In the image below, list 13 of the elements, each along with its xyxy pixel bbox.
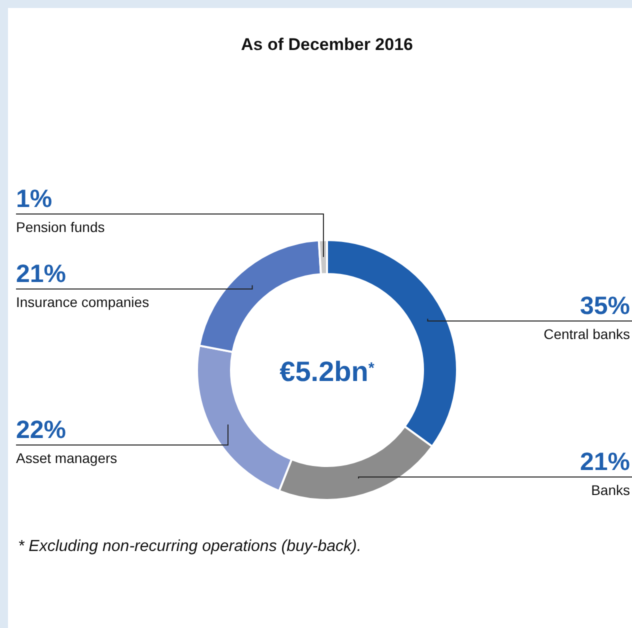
slice-label: Pension funds <box>16 219 105 235</box>
data-label: 1% <box>16 185 52 213</box>
slice-label: Central banks <box>544 326 630 342</box>
slice-label: Asset managers <box>16 450 118 466</box>
data-label: 21% <box>580 448 630 476</box>
slice-label: Banks <box>591 482 630 498</box>
data-label: 21% <box>16 260 66 288</box>
chart-title: As of December 2016 <box>241 35 413 54</box>
data-label: 22% <box>16 416 66 444</box>
text: €5.2bn$^{*}$ <box>280 356 374 387</box>
slice-label: Insurance companies <box>16 294 150 310</box>
data-label: 35% <box>580 292 630 320</box>
text: * Excluding non-recurring operations (buy-back). <box>18 538 362 555</box>
